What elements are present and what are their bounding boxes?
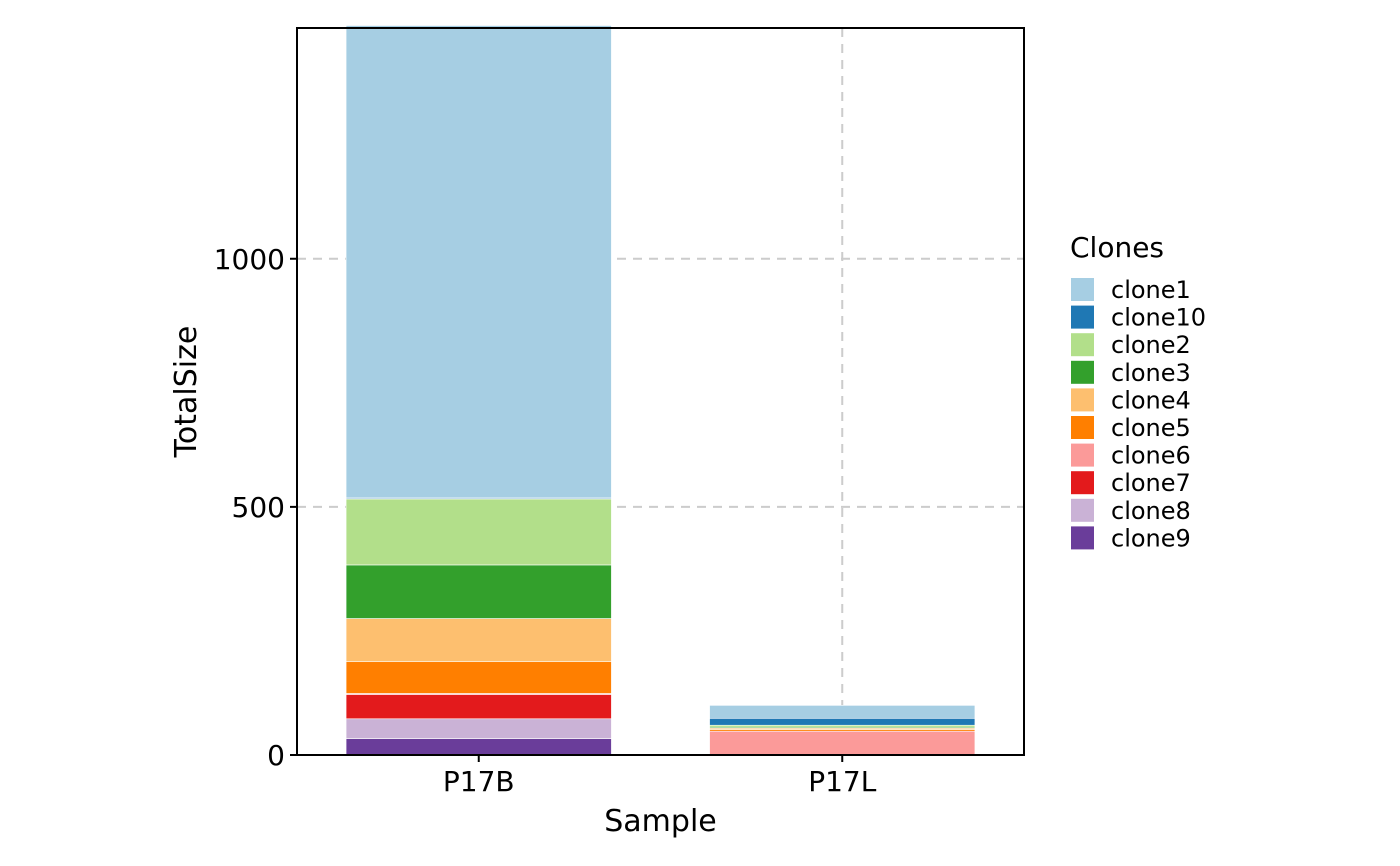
legend-label-clone10: clone10 <box>1111 304 1206 332</box>
legend-key-clone5 <box>1071 416 1094 439</box>
bar-segment-clone2-P17B <box>345 498 612 566</box>
x-tick-label: P17L <box>808 765 877 798</box>
legend-label-clone9: clone9 <box>1111 524 1191 552</box>
bar-segment-clone1-P17L <box>709 705 976 719</box>
bar-segment-clone7-P17B <box>345 694 612 720</box>
bar-segment-clone5-P17B <box>345 661 612 694</box>
axes: 0 500 1000 P17B P17L <box>214 243 877 798</box>
bar-segment-clone9-P17B <box>345 738 612 756</box>
plot-panel-border <box>296 27 1025 756</box>
legend-label-clone2: clone2 <box>1111 331 1191 359</box>
legend-key-clone8 <box>1071 498 1094 522</box>
bar-segment-clone1-P17B <box>345 25 612 499</box>
x-axis-title: Sample <box>604 804 717 839</box>
bar-segment-clone8-P17B <box>345 718 612 739</box>
bar-segment-clone3-P17B <box>345 564 612 619</box>
legend-key-clone1 <box>1071 278 1094 301</box>
y-axis-title: TotalSize <box>169 326 204 459</box>
legend-key-clone4 <box>1071 388 1094 412</box>
bars <box>345 25 976 756</box>
legend-label-clone5: clone5 <box>1111 414 1191 442</box>
legend-label-clone6: clone6 <box>1111 442 1191 470</box>
legend-key-clone6 <box>1071 443 1094 467</box>
bar-segment-clone10-P17L <box>709 717 976 726</box>
legend-key-clone10 <box>1071 305 1094 329</box>
legend-label-clone3: clone3 <box>1111 359 1191 387</box>
legend: clone1clone10clone2clone3clone4clone5clo… <box>1071 276 1206 552</box>
legend-label-clone8: clone8 <box>1111 497 1191 525</box>
legend-key-clone7 <box>1071 471 1094 495</box>
bar-segment-clone6-P17L <box>709 730 976 756</box>
legend-label-clone7: clone7 <box>1111 469 1191 497</box>
y-tick-label: 1000 <box>214 243 285 276</box>
legend-title: Clones <box>1070 231 1164 264</box>
legend-label-clone1: clone1 <box>1111 276 1191 304</box>
x-tick-label: P17B <box>443 765 515 798</box>
y-tick-label: 500 <box>232 491 285 524</box>
y-tick-label: 0 <box>267 739 285 772</box>
legend-key-clone9 <box>1071 526 1094 550</box>
legend-label-clone4: clone4 <box>1111 386 1191 414</box>
legend-key-clone2 <box>1071 333 1094 357</box>
bar-segment-clone4-P17B <box>345 618 612 663</box>
legend-key-clone3 <box>1071 360 1094 384</box>
